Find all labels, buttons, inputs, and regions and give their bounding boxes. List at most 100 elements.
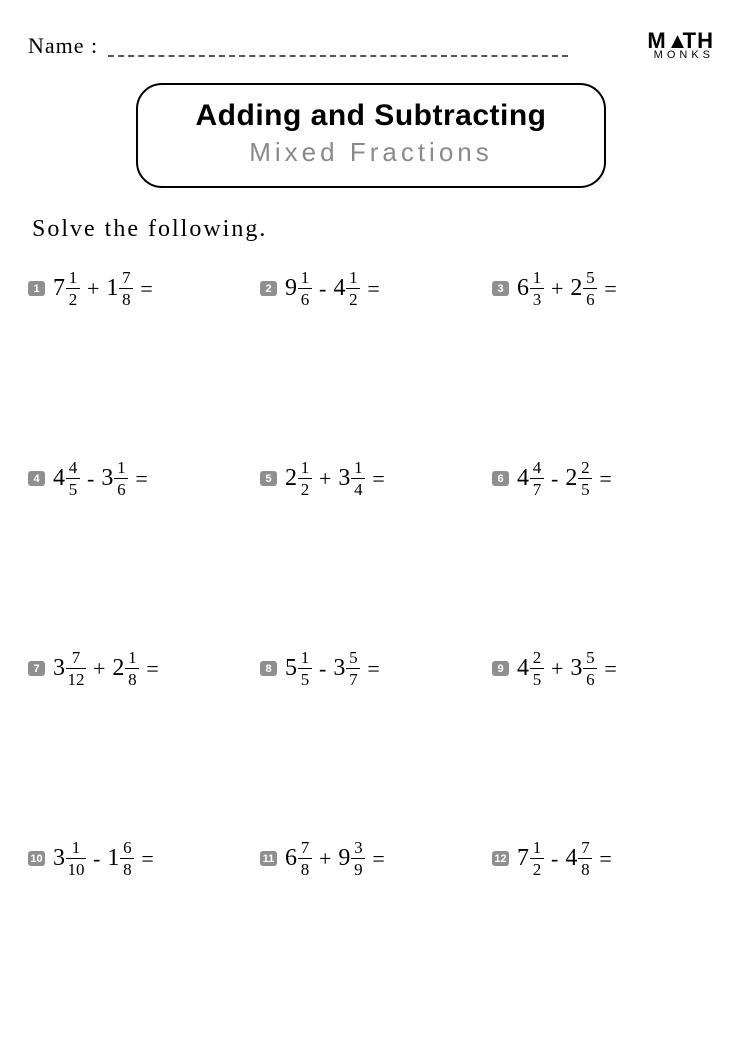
denominator: 12 <box>66 668 86 688</box>
operator: - <box>319 656 326 682</box>
numerator: 3 <box>354 839 363 858</box>
denominator: 8 <box>120 858 134 878</box>
fraction: 78 <box>298 839 312 878</box>
denominator: 8 <box>125 668 139 688</box>
fraction: 16 <box>298 269 312 308</box>
expression: 445-316= <box>53 459 148 498</box>
numerator: 6 <box>123 839 132 858</box>
expression: 712+178= <box>53 269 153 308</box>
problem: 3613+256= <box>492 263 714 453</box>
numerator: 5 <box>586 269 595 288</box>
logo-triangle-icon: ▲ <box>667 30 683 52</box>
problem-number-badge: 7 <box>28 661 45 676</box>
mixed-number: 939 <box>338 839 365 878</box>
problem: 5212+314= <box>260 453 482 643</box>
whole-part: 6 <box>517 275 529 302</box>
fraction: 16 <box>114 459 128 498</box>
numerator: 4 <box>69 459 78 478</box>
equals-sign: = <box>604 656 616 682</box>
problem-number-badge: 9 <box>492 661 509 676</box>
problem-number-badge: 6 <box>492 471 509 486</box>
problem-number-badge: 4 <box>28 471 45 486</box>
equals-sign: = <box>367 656 379 682</box>
header-row: Name : M▲TH MONKS <box>28 30 714 61</box>
denominator: 5 <box>530 668 544 688</box>
mixed-number: 712 <box>517 839 544 878</box>
numerator: 1 <box>72 839 81 858</box>
problem-number-badge: 2 <box>260 281 277 296</box>
numerator: 1 <box>69 269 78 288</box>
whole-part: 2 <box>565 465 577 492</box>
problem: 6447-225= <box>492 453 714 643</box>
mixed-number: 412 <box>333 269 360 308</box>
numerator: 1 <box>128 649 137 668</box>
fraction: 110 <box>66 839 86 878</box>
numerator: 7 <box>122 269 131 288</box>
whole-part: 3 <box>53 655 65 682</box>
mixed-number: 168 <box>107 839 134 878</box>
fraction: 12 <box>530 839 544 878</box>
equals-sign: = <box>367 276 379 302</box>
problem: 103110-168= <box>28 833 250 1023</box>
equals-sign: = <box>141 846 153 872</box>
numerator: 7 <box>301 839 310 858</box>
equals-sign: = <box>599 846 611 872</box>
mixed-number: 447 <box>517 459 544 498</box>
operator: + <box>551 276 563 302</box>
name-input-line[interactable] <box>108 55 568 57</box>
whole-part: 6 <box>285 845 297 872</box>
mixed-number: 256 <box>570 269 597 308</box>
whole-part: 3 <box>338 465 350 492</box>
mixed-number: 478 <box>565 839 592 878</box>
numerator: 1 <box>533 839 542 858</box>
whole-part: 4 <box>53 465 65 492</box>
problem: 8515-357= <box>260 643 482 833</box>
numerator: 1 <box>354 459 363 478</box>
expression: 425+356= <box>517 649 617 688</box>
numerator: 1 <box>533 269 542 288</box>
fraction: 39 <box>351 839 365 878</box>
numerator: 2 <box>581 459 590 478</box>
instruction-text: Solve the following. <box>32 216 714 243</box>
fraction: 78 <box>119 269 133 308</box>
numerator: 1 <box>301 459 310 478</box>
whole-part: 9 <box>285 275 297 302</box>
mixed-number: 314 <box>338 459 365 498</box>
denominator: 10 <box>66 858 86 878</box>
whole-part: 2 <box>285 465 297 492</box>
numerator: 1 <box>117 459 126 478</box>
mixed-number: 316 <box>101 459 128 498</box>
problem-number-badge: 12 <box>492 851 509 866</box>
mixed-number: 3712 <box>53 649 86 688</box>
mixed-number: 445 <box>53 459 80 498</box>
operator: + <box>87 276 99 302</box>
fraction: 12 <box>66 269 80 308</box>
denominator: 4 <box>351 478 365 498</box>
fraction: 12 <box>298 459 312 498</box>
equals-sign: = <box>135 466 147 492</box>
denominator: 8 <box>578 858 592 878</box>
numerator: 7 <box>581 839 590 858</box>
denominator: 2 <box>298 478 312 498</box>
logo: M▲TH MONKS <box>647 30 714 61</box>
whole-part: 3 <box>333 655 345 682</box>
whole-part: 2 <box>570 275 582 302</box>
expression: 613+256= <box>517 269 617 308</box>
expression: 3110-168= <box>53 839 154 878</box>
whole-part: 1 <box>107 845 119 872</box>
title-sub: Mixed Fractions <box>162 137 580 168</box>
problem: 1712+178= <box>28 263 250 453</box>
expression: 678+939= <box>285 839 385 878</box>
whole-part: 3 <box>53 845 65 872</box>
name-field: Name : <box>28 33 568 59</box>
fraction: 57 <box>346 649 360 688</box>
problem: 2916-412= <box>260 263 482 453</box>
mixed-number: 916 <box>285 269 312 308</box>
operator: + <box>551 656 563 682</box>
problem: 4445-316= <box>28 453 250 643</box>
operator: + <box>319 466 331 492</box>
title-main: Adding and Subtracting <box>162 99 580 133</box>
fraction: 25 <box>530 649 544 688</box>
denominator: 2 <box>530 858 544 878</box>
whole-part: 4 <box>517 655 529 682</box>
